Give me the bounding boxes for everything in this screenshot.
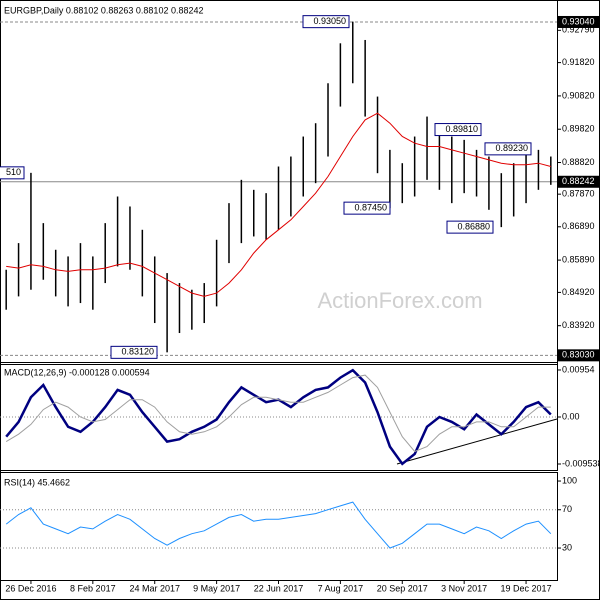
watermark: ActionForex.com [317, 288, 482, 313]
annotation-label: 0.89230 [495, 143, 528, 153]
pane-title: EURGBP,Daily 0.88102 0.88263 0.88102 0.8… [4, 5, 204, 15]
x-tick-label: 20 Sep 2017 [377, 583, 428, 593]
y-tick-label: 30 [562, 542, 572, 552]
annotation-label: 0.87450 [354, 203, 387, 213]
y-tick-label: 70 [562, 504, 572, 514]
y-tick-label: 0.00954 [562, 364, 595, 374]
annotation-box [343, 201, 391, 215]
x-tick-label: 24 Mar 2017 [129, 583, 180, 593]
y-tick-label: 0.83920 [562, 320, 595, 330]
y-tick-label: 0.86890 [562, 221, 595, 231]
pane-title: RSI(14) 45.4662 [4, 477, 70, 487]
y-tick-label: 0.00 [562, 411, 580, 421]
pane [0, 0, 558, 365]
y-tick-label: 0.84920 [562, 287, 595, 297]
annotation-box [446, 220, 494, 234]
annotation-box [434, 123, 482, 137]
annotation-label: 0.83120 [121, 347, 154, 357]
annotation-box [484, 142, 532, 156]
annotation-label: 0.93050 [313, 16, 346, 26]
y-tick-label: -0.009538 [562, 458, 600, 468]
annotation-label: 0.89810 [445, 124, 478, 134]
level-label: 0.93040 [562, 16, 595, 26]
pane-title: MACD(12,26,9) -0.000128 0.000594 [4, 367, 150, 377]
level-box [558, 349, 599, 362]
x-tick-label: 9 May 2017 [193, 583, 240, 593]
x-tick-label: 19 Dec 2017 [501, 583, 552, 593]
x-tick-label: 7 Aug 2017 [318, 583, 364, 593]
annotation-label: 510 [6, 167, 21, 177]
x-tick-label: 22 Jun 2017 [254, 583, 304, 593]
y-tick-label: 0.88820 [562, 157, 595, 167]
level-box [558, 175, 599, 188]
level-label: 0.88242 [562, 176, 595, 186]
annotation-box [302, 15, 350, 29]
annotation-box [110, 345, 158, 359]
y-tick-label: 0.91820 [562, 57, 595, 67]
x-tick-label: 3 Nov 2017 [441, 583, 487, 593]
annotation-label: 0.86880 [457, 222, 490, 232]
annotation-box [0, 166, 25, 180]
y-tick-label: 100 [562, 475, 577, 485]
y-tick-label: 0.85890 [562, 254, 595, 264]
x-tick-label: 26 Dec 2016 [5, 583, 56, 593]
y-tick-label: 0.90820 [562, 90, 595, 100]
line-series [5, 374, 551, 453]
x-tick-label: 8 Feb 2017 [70, 583, 116, 593]
trend-line [396, 418, 558, 465]
y-tick-label: 0.87870 [562, 189, 595, 199]
y-tick-label: 0.89820 [562, 124, 595, 134]
line-series [6, 112, 551, 297]
y-tick-label: 0.92790 [562, 25, 595, 35]
line-series [5, 501, 552, 549]
level-label: 0.83030 [562, 350, 595, 360]
level-box [558, 15, 599, 28]
